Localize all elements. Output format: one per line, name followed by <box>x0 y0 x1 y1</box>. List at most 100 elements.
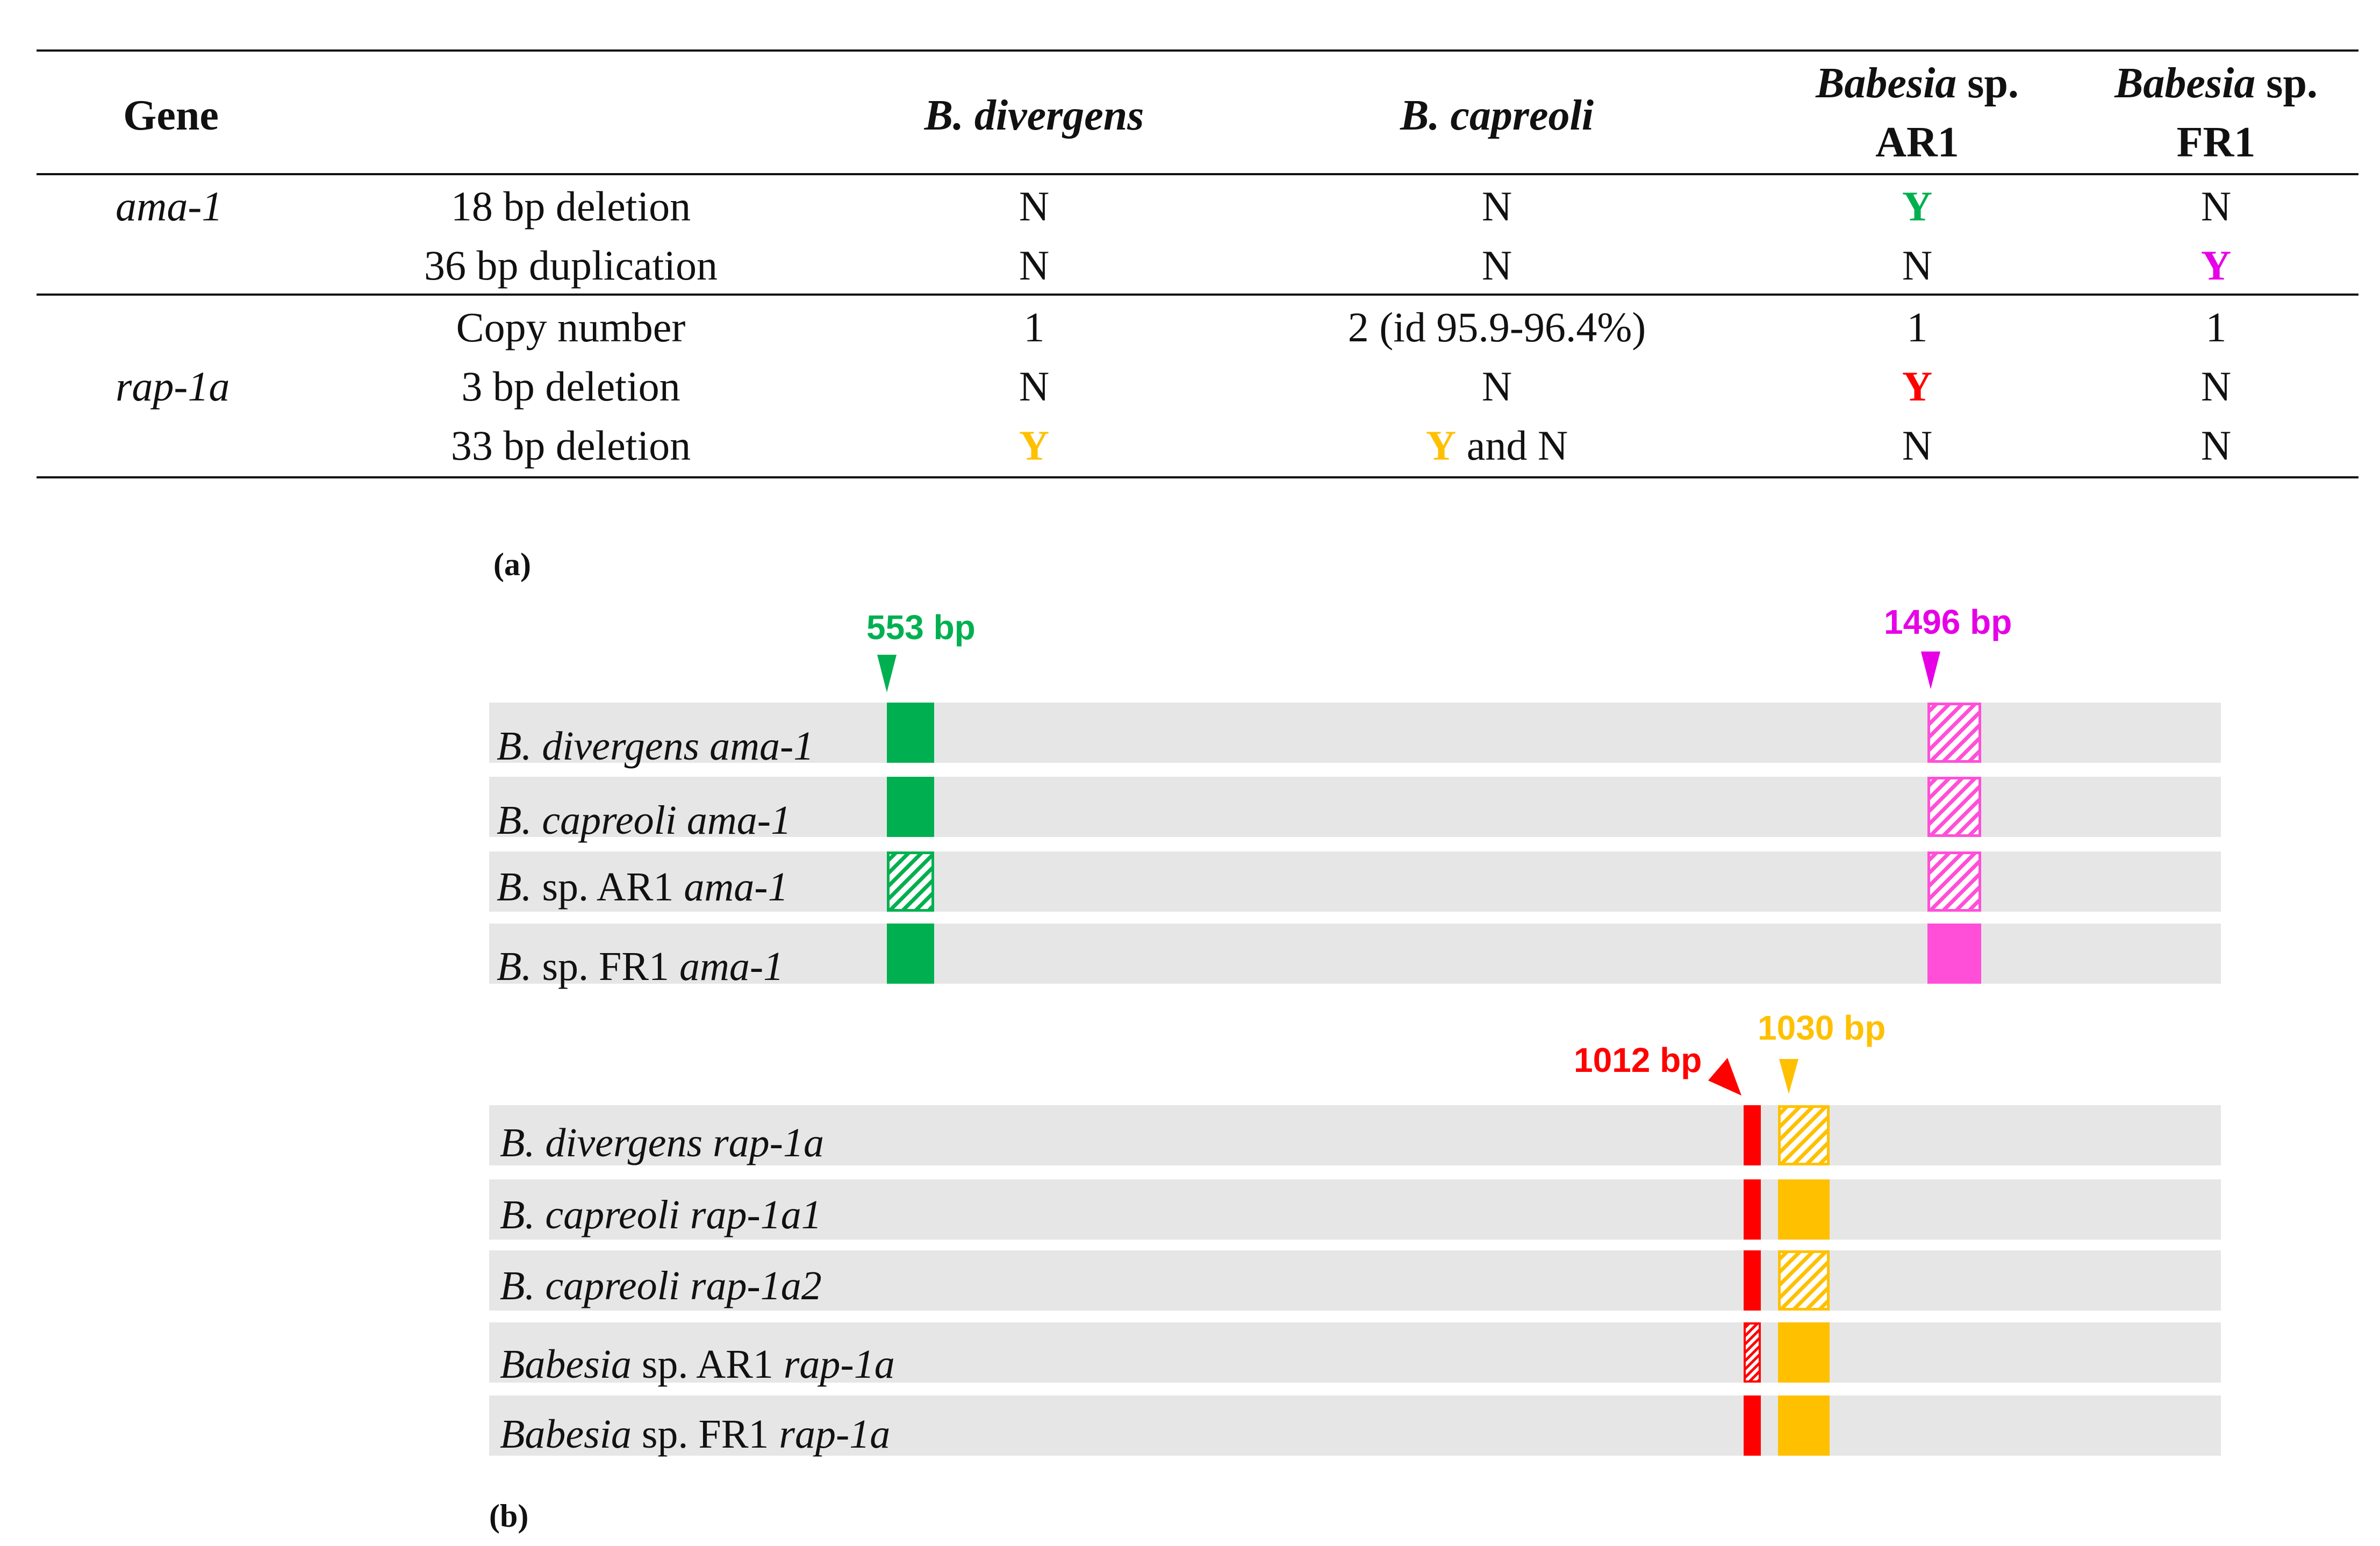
header-gene: Gene <box>123 92 219 139</box>
marker-1496bp-label: 1496 bp <box>1884 603 2012 641</box>
rap1a-site-1012-b-capreoli-1 <box>1744 1179 1761 1240</box>
rap1a-label-babesia-ar1: Babesia sp. AR1 rap-1a <box>500 1344 895 1385</box>
rap1a-label-b-divergens: B. divergens rap-1a <box>500 1122 824 1163</box>
marker-1496bp-arrow <box>1921 652 1940 689</box>
rap1a-species-genus-babesia-fr1: Babesia <box>500 1412 632 1457</box>
rap1a-species-b-divergens: B. divergens <box>500 1120 703 1165</box>
cell-copy-capreoli: 2 (id 95.9-96.4%) <box>1347 304 1646 350</box>
rap1a-gene-b-divergens: rap-1a <box>702 1120 824 1165</box>
rap1a-label-babesia-fr1: Babesia sp. FR1 rap-1a <box>500 1414 890 1455</box>
ama1-gene-b-sp-ar1: ama-1 <box>673 864 788 910</box>
ama1-species-genus-b-sp-fr1: B. <box>497 944 532 989</box>
ama1-species-rest-b-sp-fr1: sp. FR1 <box>532 944 669 989</box>
header-babesia-ar1-sp: sp. <box>1956 60 2019 107</box>
header-babesia-fr1-genus: Babesia <box>2114 60 2256 107</box>
marker-1030bp-label: 1030 bp <box>1758 1008 1886 1047</box>
rap1a-site-1012-b-capreoli-2 <box>1744 1250 1761 1311</box>
ama1-label-b-capreoli: B. capreoli ama-1 <box>497 800 791 841</box>
marker-553bp-label: 553 bp <box>866 608 976 647</box>
rap1a-site-1030-b-capreoli-1 <box>1778 1179 1830 1240</box>
ama1-site-1496-b-divergens <box>1927 703 1981 763</box>
ama1-gene-b-sp-fr1: ama-1 <box>669 944 784 989</box>
table-header-rule <box>37 173 2359 175</box>
cell-36bp-divergens: N <box>1019 242 1050 289</box>
rap1a-label-b-capreoli-2: B. capreoli rap-1a2 <box>500 1265 822 1306</box>
header-babesia-ar1-genus: Babesia <box>1816 60 1957 107</box>
ama1-species-b-divergens: B. divergens <box>497 724 700 769</box>
cell-18bp-fr1: N <box>2200 183 2232 230</box>
ama1-gene-b-divergens: ama-1 <box>699 724 814 769</box>
marker-1012bp-label: 1012 bp <box>1574 1041 1702 1079</box>
ama1-site-553-b-sp-ar1 <box>887 851 934 912</box>
cell-18bp-divergens: N <box>1019 183 1050 230</box>
header-babesia-fr1-sp: sp. <box>2255 60 2318 107</box>
header-babesia-ar1-strain: AR1 <box>1875 119 1959 166</box>
cell-copy-ar1: 1 <box>1906 304 1928 350</box>
cell-36bp-capreoli: N <box>1481 242 1512 289</box>
ama1-site-553-b-capreoli <box>887 777 934 837</box>
ama1-site-1496-b-capreoli <box>1927 777 1981 837</box>
rap1a-row-babesia-fr1 <box>489 1395 2221 1456</box>
ama1-site-553-b-sp-fr1 <box>887 924 934 984</box>
feature-3bp-deletion: 3 bp deletion <box>461 363 680 410</box>
ama1-label-b-divergens: B. divergens ama-1 <box>497 726 814 767</box>
cell-36bp-fr1: Y <box>2200 242 2232 289</box>
feature-36bp-duplication: 36 bp duplication <box>424 242 718 289</box>
ama1-site-553-b-divergens <box>887 703 934 763</box>
rap1a-site-1030-babesia-fr1 <box>1778 1395 1830 1456</box>
rap1a-gene-b-capreoli-2: rap-1a2 <box>679 1263 822 1308</box>
cell-3bp-ar1: Y <box>1902 363 1933 410</box>
cell-3bp-divergens: N <box>1019 363 1050 410</box>
feature-copy-number: Copy number <box>456 304 686 350</box>
cell-33bp-fr1: N <box>2200 422 2232 469</box>
cell-3bp-fr1: N <box>2200 363 2232 410</box>
cell-36bp-ar1: N <box>1902 242 1933 289</box>
header-b-capreoli: B. capreoli <box>1400 92 1594 139</box>
feature-18bp-deletion: 18 bp deletion <box>450 183 691 230</box>
cell-33bp-capreoli: Y and N <box>1426 425 1568 467</box>
cell-33bp-capreoli-y: Y <box>1425 422 1457 469</box>
ama1-species-b-capreoli: B. capreoli <box>497 798 677 843</box>
cell-33bp-ar1: N <box>1902 422 1933 469</box>
rap1a-row-babesia-ar1 <box>489 1322 2221 1383</box>
feature-33bp-deletion: 33 bp deletion <box>450 422 691 469</box>
cell-3bp-capreoli: N <box>1481 363 1512 410</box>
panel-b-label: (b) <box>489 1498 529 1534</box>
rap1a-species-b-capreoli-2: B. capreoli <box>500 1263 680 1308</box>
cell-copy-fr1: 1 <box>2205 304 2227 350</box>
ama1-site-1496-b-sp-ar1 <box>1927 851 1981 912</box>
cell-33bp-capreoli-rest: and N <box>1456 422 1568 469</box>
ama1-gene-b-capreoli: ama-1 <box>676 798 792 843</box>
gene-rap-1a: rap-1a <box>116 363 230 410</box>
marker-553bp-arrow <box>877 655 897 692</box>
rap1a-site-1030-b-capreoli-2 <box>1778 1250 1830 1311</box>
ama1-site-1496-b-sp-fr1 <box>1927 924 1981 984</box>
rap1a-gene-babesia-ar1: rap-1a <box>773 1342 895 1387</box>
table-bottom-rule <box>37 476 2359 478</box>
gene-ama-1: ama-1 <box>116 183 223 230</box>
cell-18bp-capreoli: N <box>1481 183 1512 230</box>
rap1a-site-1012-babesia-fr1 <box>1744 1395 1761 1456</box>
rap1a-species-genus-babesia-ar1: Babesia <box>500 1342 632 1387</box>
cell-33bp-divergens: Y <box>1019 422 1050 469</box>
ama1-label-b-sp-ar1: B. sp. AR1 ama-1 <box>497 867 788 907</box>
marker-1012bp-arrow <box>1708 1058 1741 1096</box>
header-babesia-fr1-strain: FR1 <box>2176 119 2256 166</box>
header-b-divergens: B. divergens <box>924 92 1144 139</box>
header-babesia-ar1: Babesia sp. AR1 <box>1816 54 2019 172</box>
ama1-label-b-sp-fr1: B. sp. FR1 ama-1 <box>497 946 784 987</box>
rap1a-row-b-capreoli-1 <box>489 1179 2221 1240</box>
rap1a-site-1030-babesia-ar1 <box>1778 1322 1830 1383</box>
rap1a-label-b-capreoli-1: B. capreoli rap-1a1 <box>500 1194 822 1235</box>
panel-a-label: (a) <box>493 547 531 582</box>
rap1a-row-b-divergens <box>489 1105 2221 1165</box>
rap1a-site-1030-b-divergens <box>1778 1105 1830 1165</box>
cell-18bp-ar1: Y <box>1902 183 1933 230</box>
cell-copy-divergens: 1 <box>1023 304 1045 350</box>
rap1a-gene-babesia-fr1: rap-1a <box>769 1412 891 1457</box>
rap1a-site-1012-babesia-ar1 <box>1744 1322 1761 1383</box>
rap1a-species-rest-babesia-ar1: sp. AR1 <box>631 1342 773 1387</box>
rap1a-site-1012-b-divergens <box>1744 1105 1761 1165</box>
rap1a-gene-b-capreoli-1: rap-1a1 <box>679 1192 822 1237</box>
ama1-species-rest-b-sp-ar1: sp. AR1 <box>532 864 674 910</box>
